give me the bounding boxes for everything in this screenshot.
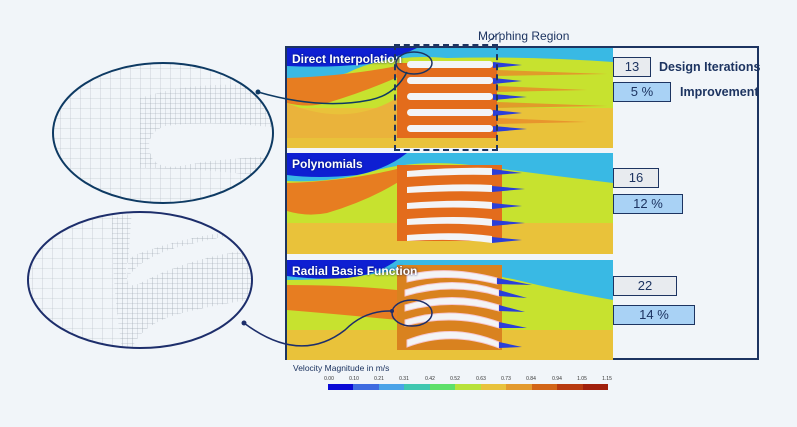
colorbar-title: Velocity Magnitude in m/s	[293, 363, 390, 373]
tick-label: 0.00	[324, 376, 334, 382]
improvement-value: 5 %	[613, 82, 671, 102]
panel-polynomials: Polynomials	[287, 153, 613, 254]
colorbar-segment	[557, 384, 583, 390]
colorbar-segment	[404, 384, 430, 390]
colorbar-segment	[531, 384, 558, 390]
tick-label: 0.21	[374, 376, 384, 382]
tick-label: 0.94	[552, 376, 562, 382]
colorbar-segment	[353, 384, 379, 390]
tick-label: 0.42	[425, 376, 435, 382]
mesh-callout-bottom	[27, 211, 253, 349]
panel-title: Radial Basis Function	[292, 264, 418, 278]
panel-title: Direct Interpolation	[292, 52, 403, 66]
colorbar-segment	[378, 384, 405, 390]
design-iterations-value: 22	[613, 276, 677, 296]
design-iterations-label: Design Iterations	[659, 60, 761, 74]
morphing-region-label: Morphing Region	[478, 29, 570, 43]
colorbar-segment	[429, 384, 456, 390]
design-iterations-value: 16	[613, 168, 659, 188]
morphing-region-box	[394, 44, 498, 151]
tick-label: 0.73	[501, 376, 511, 382]
tick-label: 1.15	[602, 376, 612, 382]
colorbar-segment	[480, 384, 507, 390]
colorbar-segment	[582, 384, 608, 390]
design-iterations-value: 13	[613, 57, 651, 77]
contour-plot-polynomials	[287, 153, 613, 254]
colorbar-segment	[506, 384, 532, 390]
colorbar-segment	[328, 384, 354, 390]
tick-label: 0.63	[476, 376, 486, 382]
colorbar-ticks: 0.00 0.10 0.21 0.31 0.42 0.52 0.63 0.73 …	[322, 376, 612, 384]
panel-title: Polynomials	[292, 157, 363, 171]
tick-label: 1.05	[577, 376, 587, 382]
tick-label: 0.10	[349, 376, 359, 382]
tick-label: 0.84	[526, 376, 536, 382]
colorbar	[328, 384, 608, 390]
tick-label: 0.52	[450, 376, 460, 382]
tick-label: 0.31	[399, 376, 409, 382]
improvement-value: 14 %	[613, 305, 695, 325]
improvement-label: Improvement	[680, 85, 759, 99]
panel-radial-basis-function: Radial Basis Function	[287, 260, 613, 360]
mesh-callout-top	[52, 62, 274, 204]
colorbar-segment	[455, 384, 481, 390]
improvement-value: 12 %	[613, 194, 683, 214]
contour-plot-radial-basis-function	[287, 260, 613, 360]
